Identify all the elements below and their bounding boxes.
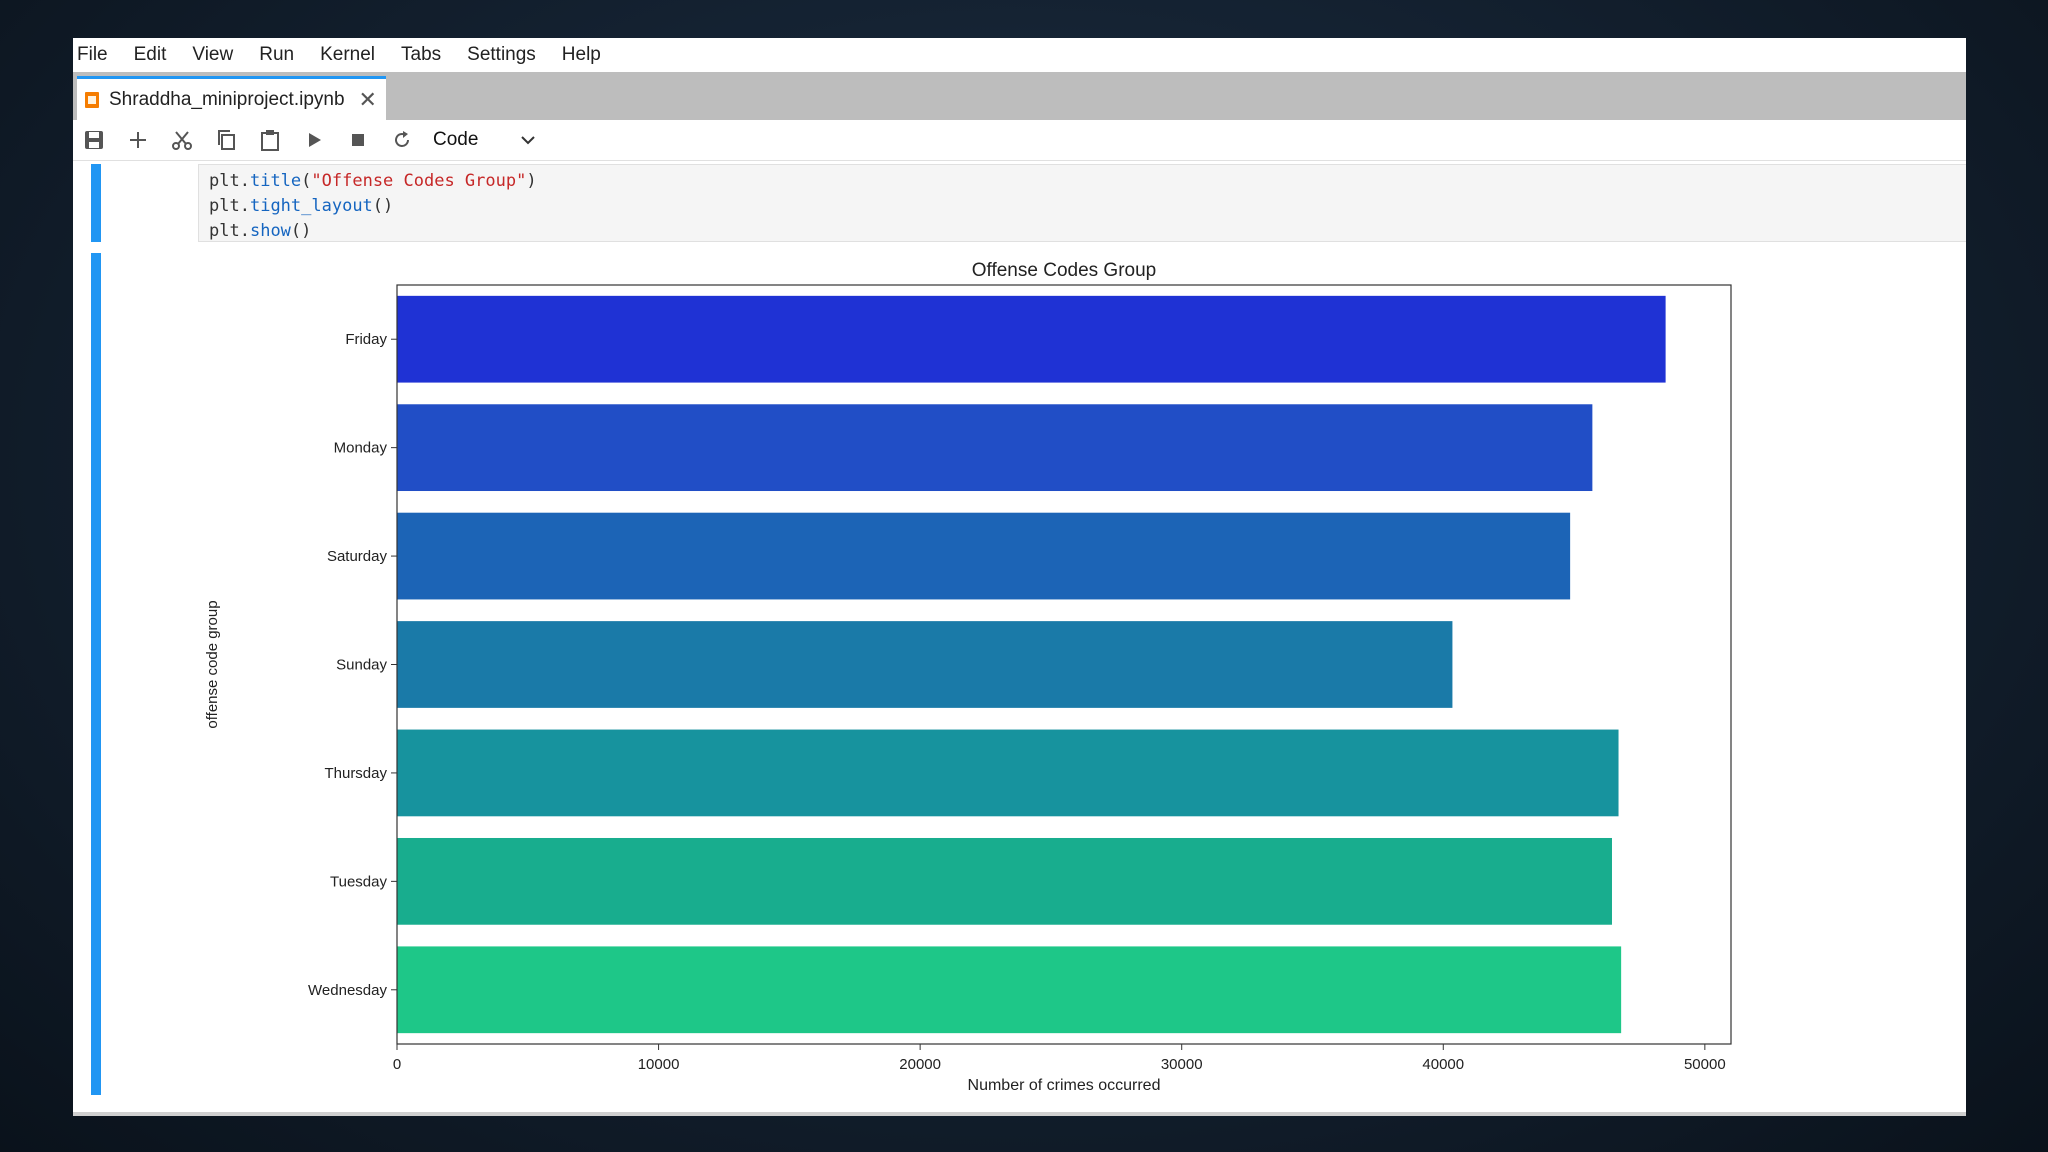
x-tick-label: 30000 bbox=[1161, 1056, 1203, 1073]
code-token: . bbox=[239, 196, 250, 216]
y-tick-label: Monday bbox=[334, 440, 388, 457]
y-tick-label: Wednesday bbox=[308, 982, 387, 999]
cell-type-select[interactable]: Code bbox=[433, 124, 553, 156]
stop-icon[interactable] bbox=[347, 129, 369, 151]
add-cell-icon[interactable] bbox=[127, 129, 149, 151]
chart-title: Offense Codes Group bbox=[972, 260, 1156, 281]
bar bbox=[397, 295, 1666, 383]
close-icon[interactable]: ✕ bbox=[358, 86, 377, 112]
bar-chart: Offense Codes Group Friday Monday Saturday S… bbox=[204, 260, 1732, 1094]
x-tick-label: 40000 bbox=[1422, 1056, 1464, 1073]
y-tick-label: Sunday bbox=[336, 657, 387, 674]
x-axis-label: Number of crimes occurred bbox=[968, 1077, 1161, 1094]
run-icon[interactable] bbox=[303, 129, 325, 151]
y-tick-label: Tuesday bbox=[330, 873, 387, 890]
code-token: show bbox=[249, 221, 291, 241]
code-token: "Offense Codes Group" bbox=[311, 171, 527, 191]
notebook-toolbar: Code bbox=[73, 120, 1966, 161]
y-tick-label: Saturday bbox=[327, 548, 388, 565]
paste-icon[interactable] bbox=[259, 129, 281, 151]
code-token: () bbox=[372, 196, 394, 216]
tab-bar: Shraddha_miniproject.ipynb ✕ bbox=[73, 72, 1966, 120]
x-tick-label: 0 bbox=[393, 1056, 401, 1073]
code-line: plt.tight_layout() bbox=[209, 194, 1966, 219]
bar bbox=[397, 837, 1612, 925]
code-token: . bbox=[239, 171, 250, 191]
code-token: () bbox=[290, 221, 312, 241]
menu-file[interactable]: File bbox=[77, 43, 108, 65]
menu-bar: File Edit View Run Kernel Tabs Settings … bbox=[73, 38, 1966, 71]
code-cell-prompt-bar[interactable] bbox=[91, 164, 101, 242]
x-tick-label: 50000 bbox=[1684, 1056, 1726, 1073]
menu-settings[interactable]: Settings bbox=[467, 43, 536, 65]
cut-icon[interactable] bbox=[171, 129, 193, 151]
bar bbox=[397, 729, 1619, 817]
output-cell-prompt-bar[interactable] bbox=[91, 253, 101, 1095]
code-token: ( bbox=[301, 171, 312, 191]
save-icon[interactable] bbox=[83, 129, 105, 151]
code-token: plt bbox=[209, 221, 240, 241]
y-tick-label: Thursday bbox=[324, 765, 387, 782]
code-token: tight_layout bbox=[249, 196, 373, 216]
code-token: ) bbox=[526, 171, 537, 191]
code-line: plt.title("Offense Codes Group") bbox=[209, 169, 1966, 194]
notebook-icon bbox=[85, 91, 99, 108]
bar bbox=[397, 946, 1622, 1034]
jupyterlab-window: File Edit View Run Kernel Tabs Settings … bbox=[73, 38, 1966, 1116]
y-tick-label: Friday bbox=[345, 331, 387, 348]
menu-run[interactable]: Run bbox=[259, 43, 295, 65]
code-token: plt bbox=[209, 196, 240, 216]
code-token: . bbox=[239, 221, 250, 241]
restart-icon[interactable] bbox=[391, 129, 413, 151]
bar bbox=[397, 404, 1593, 492]
plot-frame bbox=[396, 284, 1732, 1045]
code-line: plt.show() bbox=[209, 219, 1966, 244]
x-tick-label: 10000 bbox=[638, 1056, 680, 1073]
code-token: plt bbox=[209, 171, 240, 191]
menu-kernel[interactable]: Kernel bbox=[320, 43, 375, 65]
menu-edit[interactable]: Edit bbox=[133, 43, 167, 65]
tab-title: Shraddha_miniproject.ipynb bbox=[109, 88, 345, 110]
code-token: title bbox=[249, 171, 302, 191]
bar bbox=[397, 512, 1571, 600]
copy-icon[interactable] bbox=[215, 129, 237, 151]
chevron-down-icon bbox=[521, 136, 536, 145]
menu-help[interactable]: Help bbox=[561, 43, 601, 65]
code-cell-editor[interactable]: plt.title("Offense Codes Group") plt.tigh… bbox=[198, 164, 1966, 242]
menu-tabs[interactable]: Tabs bbox=[401, 43, 442, 65]
x-tick-label: 20000 bbox=[899, 1056, 941, 1073]
menu-view[interactable]: View bbox=[192, 43, 234, 65]
cell-type-value: Code bbox=[433, 129, 479, 150]
tab-notebook[interactable]: Shraddha_miniproject.ipynb ✕ bbox=[77, 76, 386, 120]
bar bbox=[397, 621, 1453, 708]
y-axis-label: offense code group bbox=[204, 600, 221, 728]
